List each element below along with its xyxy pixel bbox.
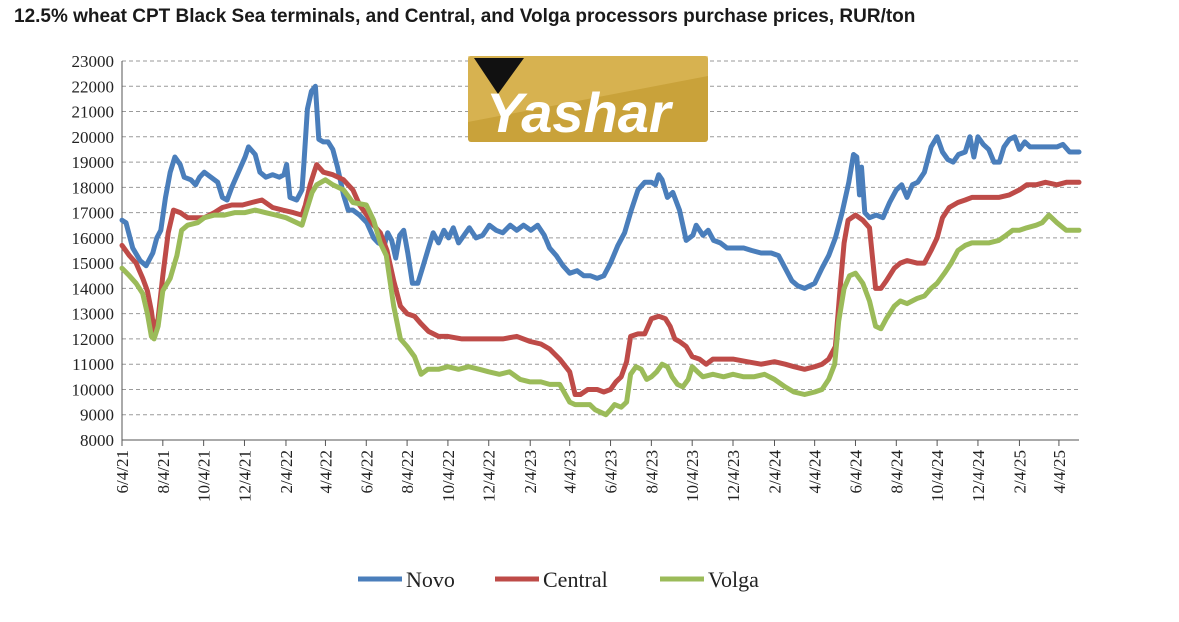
legend: Novo Central Volga	[358, 567, 759, 592]
x-tick-label: 12/4/22	[480, 450, 499, 502]
legend-label-novo: Novo	[406, 567, 455, 592]
series-lines	[119, 83, 1082, 418]
y-tick-label: 14000	[72, 279, 115, 298]
x-tick-label: 2/4/23	[521, 450, 540, 493]
y-tick-label: 16000	[72, 229, 115, 248]
y-tick-label: 10000	[72, 380, 115, 399]
x-tick-label: 8/4/22	[398, 450, 417, 493]
chart-title: 12.5% wheat CPT Black Sea terminals, and…	[14, 6, 916, 27]
series-line-central	[119, 162, 1082, 397]
y-tick-label: 11000	[72, 355, 114, 374]
x-tick-label: 12/4/24	[969, 450, 988, 502]
logo-text: Yashar	[486, 81, 674, 144]
x-tick-label: 2/4/24	[766, 450, 785, 494]
x-tick-label: 12/4/21	[235, 450, 254, 502]
x-tick-label: 10/4/23	[683, 450, 702, 502]
logo-sheen	[468, 56, 708, 122]
x-tick-label: 10/4/21	[195, 450, 214, 502]
x-tick-label: 6/4/24	[846, 450, 865, 494]
axes: 8000 9000 10000 11000 12000 13000 14000 15000 16…	[72, 52, 1079, 502]
x-tick-label: 2/4/25	[1010, 450, 1029, 493]
x-tick-label: 8/4/24	[887, 450, 906, 494]
series-line-novo	[119, 83, 1082, 291]
y-tick-label: 15000	[72, 254, 115, 273]
x-tick-label: 4/4/22	[316, 450, 335, 493]
x-tick-label: 12/4/23	[724, 450, 743, 502]
x-tick-label: 8/4/21	[154, 450, 173, 493]
legend-label-central: Central	[543, 567, 608, 592]
legend-label-volga: Volga	[708, 567, 759, 592]
x-tick-label: 4/4/25	[1050, 450, 1069, 493]
y-tick-label: 12000	[72, 330, 115, 349]
x-tick-label: 10/4/24	[928, 450, 947, 502]
x-tick-label: 6/4/22	[357, 450, 376, 493]
y-tick-label: 19000	[72, 153, 115, 172]
logo-triangle	[474, 58, 524, 94]
y-tick-label: 9000	[80, 406, 114, 425]
y-tick-label: 23000	[72, 52, 115, 71]
y-tick-label: 18000	[72, 178, 115, 197]
y-tick-label: 17000	[72, 204, 115, 223]
x-tick-label: 4/4/23	[561, 450, 580, 493]
x-tick-label: 6/4/23	[602, 450, 621, 493]
y-tick-label: 20000	[72, 128, 115, 147]
series-line-volga	[119, 177, 1082, 418]
y-tick-label: 22000	[72, 77, 115, 96]
x-tick-label: 10/4/22	[439, 450, 458, 502]
y-tick-label: 8000	[80, 431, 114, 450]
x-tick-label: 8/4/23	[642, 450, 661, 493]
x-tick-label: 6/4/21	[113, 450, 132, 493]
yashar-logo: Yashar	[468, 56, 708, 144]
x-tick-label: 4/4/24	[806, 450, 825, 494]
y-tick-label: 13000	[72, 305, 115, 324]
y-tick-label: 21000	[72, 103, 115, 122]
x-tick-label: 2/4/22	[277, 450, 296, 493]
